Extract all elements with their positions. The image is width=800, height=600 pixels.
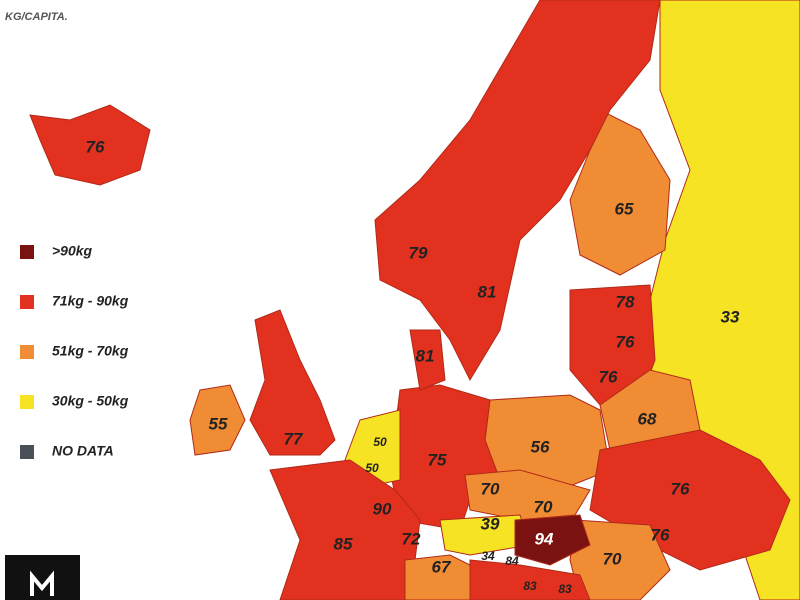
- denmark: [409, 329, 446, 391]
- legend-label: >90kg: [52, 243, 93, 259]
- region-value: 50: [365, 461, 379, 475]
- region-value: 39: [481, 514, 500, 533]
- region-value: 85: [334, 534, 353, 553]
- region-value: 76: [86, 137, 105, 156]
- region-value: 94: [535, 529, 554, 548]
- region-value: 75: [428, 450, 447, 469]
- region-value: 76: [599, 367, 618, 386]
- region-value: 76: [671, 479, 690, 498]
- legend-swatch: [20, 245, 34, 259]
- region-value: 84: [505, 554, 519, 568]
- hungary: [514, 514, 591, 566]
- region-value: 56: [531, 437, 550, 456]
- logo-mark: [30, 570, 54, 596]
- region-value: 81: [416, 346, 435, 365]
- region-value: 50: [373, 435, 387, 449]
- region-value: 90: [373, 499, 392, 518]
- region-value: 70: [603, 549, 622, 568]
- ireland: [189, 384, 246, 456]
- region-value: 67: [432, 557, 452, 576]
- finland: [569, 109, 671, 276]
- region-value: 65: [615, 199, 634, 218]
- unit-title: KG/CAPITA.: [5, 11, 68, 23]
- legend-label: 71kg - 90kg: [52, 293, 129, 309]
- region-value: 76: [651, 525, 670, 544]
- region-value: 76: [616, 332, 635, 351]
- legend-label: 51kg - 70kg: [52, 343, 129, 359]
- region-value: 77: [284, 429, 304, 448]
- austria: [439, 514, 531, 556]
- legend-swatch: [20, 345, 34, 359]
- legend-swatch: [20, 395, 34, 409]
- uk: [249, 309, 336, 456]
- balkans: [469, 559, 591, 600]
- region-value: 79: [409, 243, 428, 262]
- region-value: 70: [481, 479, 500, 498]
- countries: [29, 0, 800, 600]
- region-value: 68: [638, 409, 657, 428]
- logo: [5, 555, 80, 600]
- legend-swatch: [20, 295, 34, 309]
- region-value: 33: [721, 307, 740, 326]
- legend-label: NO DATA: [52, 443, 114, 459]
- region-value: 34: [481, 549, 495, 563]
- legend-swatch: [20, 445, 34, 459]
- region-value: 70: [534, 497, 553, 516]
- region-value: 83: [523, 579, 537, 593]
- region-value: 72: [402, 529, 421, 548]
- region-value: 83: [558, 582, 572, 596]
- romania: [569, 519, 671, 600]
- legend-label: 30kg - 50kg: [52, 393, 129, 409]
- region-value: 81: [478, 282, 497, 301]
- region-value: 78: [616, 292, 635, 311]
- iceland: [29, 104, 151, 186]
- scandinavia: [374, 0, 661, 382]
- region-value: 55: [209, 414, 228, 433]
